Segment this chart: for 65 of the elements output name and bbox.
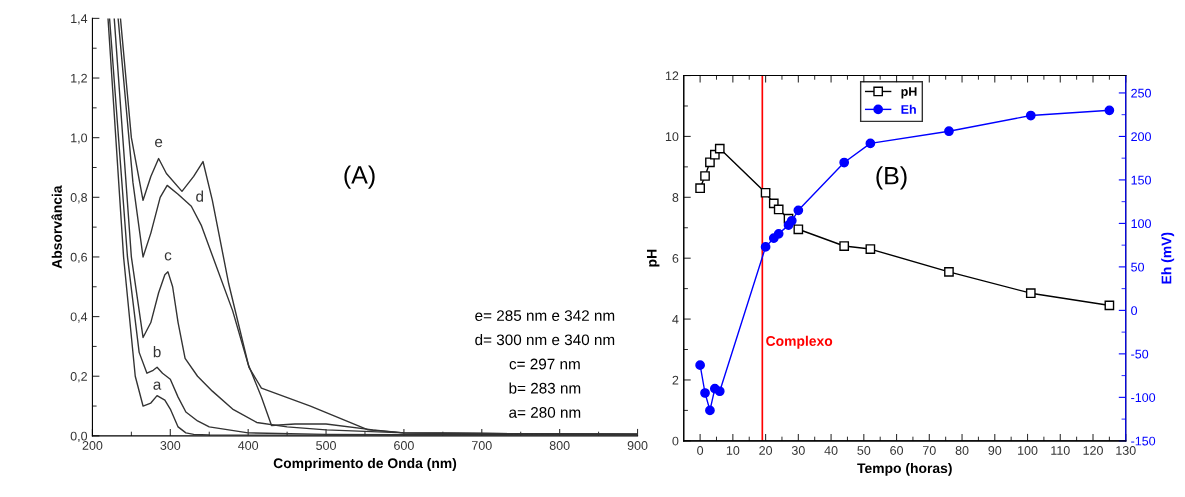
series-label: a — [153, 381, 162, 390]
y2-tick-label: -150 — [1131, 436, 1156, 446]
series-label: d — [196, 190, 204, 202]
annotation: a= 280 nm — [509, 407, 581, 418]
y-tick-label: 0,4 — [70, 312, 88, 323]
y-tick-label: 0,6 — [70, 252, 88, 264]
y-tick-label: 2 — [672, 375, 679, 385]
x-tick-label: 10 — [726, 446, 740, 455]
x-tick-label: 20 — [759, 446, 773, 455]
y-tick-label: 10 — [665, 132, 679, 142]
series-label: e — [155, 138, 163, 148]
y2-tick-label: -50 — [1131, 349, 1149, 359]
annotation: (B) — [876, 166, 907, 190]
annotation: d= 300 nm e 340 nm — [475, 333, 615, 346]
y-tick-label: 6 — [672, 253, 679, 263]
x-tick-label: 70 — [922, 446, 936, 455]
y2-axis-title: Eh (mV) — [1161, 232, 1175, 284]
y2-tick-label: -100 — [1131, 393, 1156, 402]
x-tick-label: 30 — [791, 446, 805, 455]
y-tick-label: 8 — [672, 193, 679, 202]
annotation: e= 285 nm e 342 nm — [475, 310, 615, 321]
x-axis-title: Comprimento de Onda (nm) — [273, 457, 457, 471]
y-tick-label: 12 — [665, 71, 679, 81]
x-tick-label: 500 — [316, 441, 336, 450]
y2-tick-label: 250 — [1131, 88, 1151, 98]
y-tick-label: 0,2 — [70, 372, 87, 383]
x-tick-label: 800 — [549, 441, 570, 450]
series-label: b — [153, 346, 161, 358]
y-tick-label: 1,0 — [71, 133, 88, 144]
legend-label: Eh — [901, 104, 916, 114]
y2-tick-label: 50 — [1131, 262, 1145, 272]
x-tick-label: 700 — [472, 441, 492, 450]
y2-tick-label: 0 — [1131, 306, 1138, 316]
ref-line-label: Complexo — [766, 335, 833, 349]
x-tick-label: 60 — [890, 446, 904, 455]
x-tick-label: 130 — [1116, 446, 1136, 455]
x-tick-label: 80 — [955, 446, 969, 455]
annotation: (A) — [344, 165, 375, 189]
x-tick-label: 50 — [857, 446, 871, 455]
y-tick-label: 1,2 — [71, 73, 87, 85]
x-tick-label: 900 — [627, 441, 648, 450]
y2-tick-label: 150 — [1131, 175, 1151, 185]
y-tick-label: 0,0 — [70, 431, 88, 442]
y-tick-label: 4 — [672, 315, 679, 324]
x-tick-label: 110 — [1051, 446, 1070, 455]
legend-label: pH — [901, 87, 917, 99]
x-tick-label: 100 — [1018, 446, 1038, 455]
series-label: c — [164, 252, 172, 261]
x-tick-label: 200 — [82, 441, 103, 450]
x-tick-label: 600 — [394, 441, 414, 450]
x-tick-label: 0 — [697, 446, 704, 455]
x-axis-title: Tempo (horas) — [857, 462, 952, 476]
y2-tick-label: 200 — [1131, 132, 1151, 142]
y2-tick-label: 100 — [1131, 219, 1151, 229]
x-tick-label: 90 — [988, 446, 1002, 455]
y-tick-label: 1,4 — [71, 14, 88, 25]
x-tick-label: 120 — [1083, 446, 1103, 455]
x-tick-label: 40 — [824, 446, 838, 455]
annotation: b= 283 nm — [509, 382, 581, 394]
y-axis-title: pH — [646, 249, 660, 267]
y-tick-label: 0,8 — [70, 193, 88, 204]
annotation: c= 297 nm — [509, 358, 580, 370]
y-axis-title: Absorvância — [51, 185, 62, 269]
x-tick-label: 300 — [160, 441, 181, 450]
x-tick-label: 400 — [238, 441, 259, 450]
